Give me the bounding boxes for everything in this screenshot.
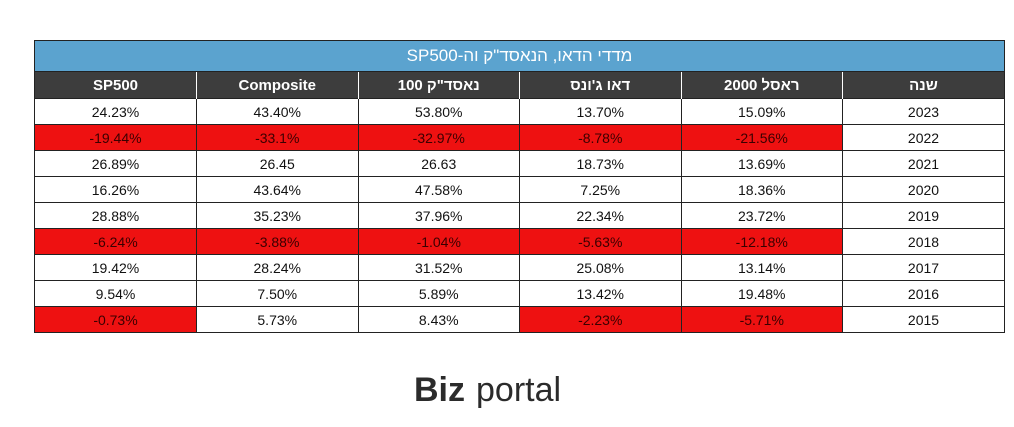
return-cell: 18.36% [681,176,843,203]
header-row: SP500 Composite נאסד"ק 100 דאו ג'ונס ראס… [35,72,1004,99]
return-cell: -6.24% [35,228,197,255]
table-row: -0.73% 5.73% 8.43% -2.23% -5.71% 2015 [35,306,1004,332]
return-cell: 19.42% [35,254,197,281]
bizportal-logo: Biz portal [414,370,644,410]
return-cell: -8.78% [519,124,682,151]
return-cell: 24.23% [35,98,197,125]
column-header-nasdaq100: נאסד"ק 100 [358,72,520,99]
return-cell: 5.73% [196,306,359,332]
returns-table: SP500 Composite נאסד"ק 100 דאו ג'ונס ראס… [35,72,1004,332]
return-cell: -0.73% [35,306,197,332]
return-cell: 43.40% [196,98,359,125]
year-cell: 2016 [842,280,1004,307]
table-row: 28.88% 35.23% 37.96% 22.34% 23.72% 2019 [35,202,1004,229]
table-row: 9.54% 7.50% 5.89% 13.42% 19.48% 2016 [35,280,1004,307]
return-cell: 13.42% [519,280,682,307]
svg-text:Biz: Biz [414,371,465,409]
return-cell: -2.23% [519,306,682,332]
year-cell: 2018 [842,228,1004,255]
table-row: -6.24% -3.88% -1.04% -5.63% -12.18% 2018 [35,228,1004,255]
return-cell: 5.89% [358,280,520,307]
return-cell: -3.88% [196,228,359,255]
table-row: -19.44% -33.1% -32.97% -8.78% -21.56% 2022 [35,124,1004,151]
return-cell: 13.69% [681,150,843,177]
column-header-sp500: SP500 [35,72,197,99]
table-title: מדדי הדאו, הנאסד"ק וה-SP500 [35,41,1004,72]
return-cell: 8.43% [358,306,520,332]
return-cell: -12.18% [681,228,843,255]
return-cell: 16.26% [35,176,197,203]
return-cell: 13.14% [681,254,843,281]
year-cell: 2020 [842,176,1004,203]
return-cell: 43.64% [196,176,359,203]
return-cell: 53.80% [358,98,520,125]
column-header-year: שנה [842,72,1004,99]
table-body: 24.23% 43.40% 53.80% 13.70% 15.09% 2023 -19.44… [35,98,1004,332]
return-cell: -5.71% [681,306,843,332]
return-cell: 37.96% [358,202,520,229]
column-header-composite: Composite [196,72,359,99]
return-cell: -1.04% [358,228,520,255]
return-cell: 18.73% [519,150,682,177]
return-cell: -5.63% [519,228,682,255]
return-cell: 28.88% [35,202,197,229]
return-cell: 28.24% [196,254,359,281]
return-cell: 22.34% [519,202,682,229]
returns-table-panel: מדדי הדאו, הנאסד"ק וה-SP500 SP500 Compos… [34,40,1005,333]
return-cell: 15.09% [681,98,843,125]
year-cell: 2017 [842,254,1004,281]
return-cell: -33.1% [196,124,359,151]
svg-text:portal: portal [476,371,561,409]
column-header-dow-jones: דאו ג'ונס [519,72,682,99]
return-cell: 35.23% [196,202,359,229]
return-cell: 26.89% [35,150,197,177]
year-cell: 2023 [842,98,1004,125]
return-cell: 26.63 [358,150,520,177]
return-cell: 9.54% [35,280,197,307]
table-row: 26.89% 26.45 26.63 18.73% 13.69% 2021 [35,150,1004,177]
return-cell: 7.50% [196,280,359,307]
column-header-russell2000: ראסל 2000 [681,72,843,99]
return-cell: 26.45 [196,150,359,177]
return-cell: -19.44% [35,124,197,151]
return-cell: 25.08% [519,254,682,281]
return-cell: 13.70% [519,98,682,125]
year-cell: 2021 [842,150,1004,177]
table-row: 16.26% 43.64% 47.58% 7.25% 18.36% 2020 [35,176,1004,203]
table-row: 24.23% 43.40% 53.80% 13.70% 15.09% 2023 [35,98,1004,125]
return-cell: -32.97% [358,124,520,151]
year-cell: 2019 [842,202,1004,229]
return-cell: 19.48% [681,280,843,307]
return-cell: 47.58% [358,176,520,203]
return-cell: 31.52% [358,254,520,281]
year-cell: 2015 [842,306,1004,332]
bizportal-logo-image: Biz portal [414,371,561,409]
year-cell: 2022 [842,124,1004,151]
table-row: 19.42% 28.24% 31.52% 25.08% 13.14% 2017 [35,254,1004,281]
return-cell: 7.25% [519,176,682,203]
return-cell: -21.56% [681,124,843,151]
return-cell: 23.72% [681,202,843,229]
